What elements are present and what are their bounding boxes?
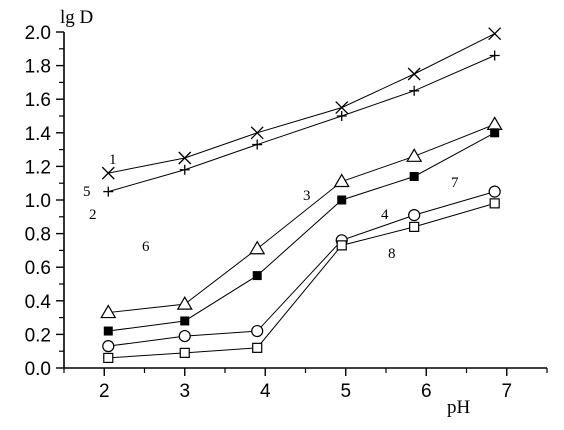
curve-number-label: 2: [89, 207, 97, 223]
open-triangle-point: [486, 116, 503, 130]
plus-point: [179, 164, 190, 175]
cross-point: [178, 151, 192, 165]
y-tick-label: 1.4: [25, 124, 52, 145]
open-square-point: [489, 198, 500, 209]
filled-square-point: [252, 271, 262, 281]
curve-number-label: 8: [388, 246, 396, 262]
curve-number-label: 5: [83, 184, 91, 200]
series-line: [108, 33, 495, 174]
x-axis-title: pH: [447, 397, 471, 418]
y-tick-label: 0.0: [25, 359, 51, 380]
y-tick-label: 1.8: [25, 57, 51, 78]
curve-number-label: 3: [303, 188, 311, 204]
y-tick-label: 2.0: [25, 23, 51, 44]
x-tick-label: 7: [501, 381, 512, 402]
series-open-square: [103, 198, 500, 364]
open-circle-point: [488, 185, 501, 198]
curve-number-label: 7: [451, 175, 459, 191]
open-square-point: [103, 352, 114, 364]
series-line: [108, 132, 495, 332]
y-tick-label: 1.2: [25, 157, 51, 178]
open-square-point: [336, 240, 347, 251]
plus-point: [252, 139, 263, 150]
open-circle-point: [408, 209, 421, 222]
series-cross: [101, 27, 502, 180]
curve-number-label: 4: [381, 207, 389, 223]
x-tick-label: 3: [179, 381, 190, 402]
open-square-point: [409, 221, 420, 232]
cross-point: [335, 101, 349, 115]
cross-point: [407, 67, 421, 81]
series-open-circle: [102, 185, 501, 353]
series-line: [108, 191, 495, 347]
plus-point: [489, 50, 500, 61]
open-triangle-point: [176, 295, 193, 310]
series-line: [108, 123, 495, 314]
plus-point: [409, 85, 420, 96]
x-tick-label: 4: [260, 381, 271, 402]
y-tick-label: 0.8: [25, 225, 51, 246]
series-line: [108, 55, 495, 193]
series-filled-square: [103, 128, 500, 336]
open-square-point: [179, 347, 190, 358]
series-layer: [100, 27, 503, 364]
open-circle-point: [178, 329, 191, 343]
y-axis-title: lg D: [60, 7, 93, 28]
x-tick-label: 5: [340, 381, 351, 402]
open-triangle-point: [333, 173, 350, 188]
open-circle-point: [102, 340, 115, 353]
open-triangle-point: [249, 240, 266, 255]
y-tick-label: 1.0: [25, 191, 51, 212]
cross-point: [101, 166, 115, 180]
curve-number-label: 1: [109, 152, 117, 168]
open-circle-point: [251, 324, 264, 338]
y-tick-label: 0.4: [25, 292, 52, 313]
x-tick-label: 6: [421, 381, 432, 402]
labels-layer: 1 5 2 6 3 7 4 8: [83, 152, 459, 262]
plus-point: [103, 186, 114, 197]
cross-point: [488, 27, 502, 41]
curve-number-label: 6: [142, 239, 150, 255]
open-square-point: [252, 342, 263, 353]
filled-square-point: [409, 171, 419, 181]
open-triangle-point: [406, 148, 423, 162]
filled-square-point: [490, 128, 500, 138]
filled-square-point: [103, 326, 113, 336]
cross-point: [250, 126, 264, 140]
series-line: [108, 202, 495, 359]
series-plus: [103, 50, 500, 197]
plus-point: [336, 111, 347, 121]
y-tick-label: 1.6: [25, 90, 51, 111]
series-open-triangle: [100, 116, 503, 319]
y-tick-label: 0.6: [25, 258, 51, 279]
open-triangle-point: [100, 304, 117, 319]
filled-square-point: [337, 195, 347, 205]
x-tick-label: 2: [99, 381, 110, 402]
axes: 2 3 4 5 6 7 0.0 0.2 0.4 0.6 0.8 1.0 1.2 1.4 1.6 1.8 2.0: [25, 23, 548, 402]
y-tick-label: 0.2: [25, 325, 51, 346]
filled-square-point: [180, 316, 190, 326]
